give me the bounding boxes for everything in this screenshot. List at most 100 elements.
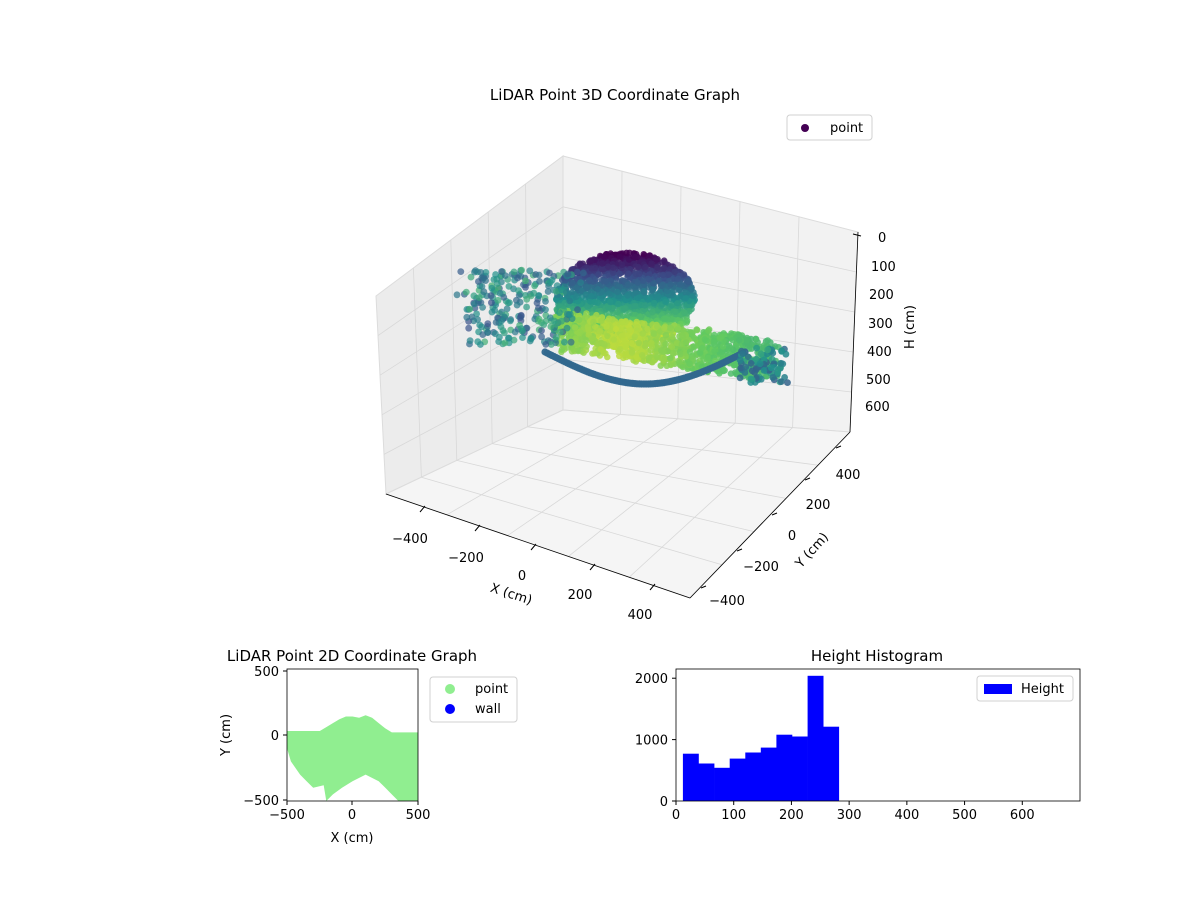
cloud-point: [624, 281, 631, 288]
cloud-point: [564, 270, 572, 278]
cloud-point: [705, 327, 712, 334]
cloud-point: [598, 317, 605, 325]
cloud-point: [522, 277, 529, 285]
x-tick-label: 200: [568, 588, 593, 603]
cloud-point: [659, 281, 666, 289]
cloud-point: [475, 278, 482, 285]
cloud-point: [604, 332, 611, 340]
cloud-point: [580, 269, 587, 277]
cloud-point: [588, 292, 595, 300]
cloud-point: [628, 349, 636, 356]
chart-3d-title: LiDAR Point 3D Coordinate Graph: [490, 86, 740, 104]
cloud-point: [561, 338, 568, 346]
cloud-point: [615, 300, 622, 308]
cloud-point: [563, 289, 570, 296]
legend-2d: point wall: [429, 676, 518, 723]
cloud-point: [571, 324, 579, 331]
cloud-point: [609, 264, 617, 271]
z-tick-label: 200: [869, 288, 894, 303]
cloud-point: [650, 330, 658, 338]
cloud-point: [531, 282, 538, 290]
cloud-point: [470, 292, 478, 300]
x-tick-mark: [530, 543, 537, 551]
x-tick-label: −200: [448, 551, 484, 566]
cloud-point: [641, 320, 648, 327]
cloud-point: [676, 281, 684, 288]
cloud-point: [623, 249, 630, 256]
cloud-point: [583, 337, 590, 344]
grid-line: [527, 426, 819, 466]
cloud-point: [492, 319, 500, 326]
cloud-point: [498, 317, 505, 325]
cloud-point: [604, 263, 612, 270]
cloud-point: [596, 328, 604, 335]
cloud-point: [752, 355, 760, 363]
cloud-point: [573, 268, 581, 276]
cloud-point: [523, 303, 530, 311]
cloud-point: [682, 289, 689, 296]
cloud-point: [736, 356, 744, 364]
cloud-point: [661, 324, 668, 331]
y-tick-label: 500: [254, 665, 279, 680]
cloud-point: [488, 299, 495, 307]
x-tick-label: −500: [269, 808, 305, 823]
z-tick-label: 400: [867, 345, 892, 360]
cloud-point: [530, 289, 538, 297]
cloud-point: [583, 310, 590, 317]
cloud-point: [542, 306, 549, 313]
cloud-point: [645, 354, 652, 362]
grid-line: [421, 476, 723, 566]
cloud-point: [618, 318, 625, 326]
cloud-point: [501, 329, 508, 337]
cloud-point: [753, 344, 760, 352]
y-tick-label: 0: [271, 729, 279, 744]
cloud-point: [614, 308, 621, 316]
cloud-point: [479, 304, 486, 311]
cloud-point: [558, 286, 565, 294]
cloud-point: [517, 325, 525, 332]
cloud-point: [556, 309, 563, 316]
cloud-point: [674, 275, 682, 282]
legend-wall-label: wall: [475, 702, 501, 717]
cloud-point: [764, 346, 772, 354]
cloud-point: [568, 330, 575, 338]
cloud-point: [674, 294, 681, 302]
y-tick-label: 0: [660, 795, 668, 810]
cloud-point: [600, 253, 607, 260]
cloud-point: [585, 326, 592, 333]
cloud-point: [607, 298, 614, 306]
cloud-point: [594, 340, 601, 347]
grid-line: [792, 216, 800, 428]
cloud-point: [552, 333, 560, 341]
cloud-point: [704, 354, 712, 362]
cloud-point: [730, 362, 738, 369]
cloud-point: [649, 309, 656, 316]
histogram-bar: [729, 758, 746, 801]
cloud-point: [488, 284, 496, 292]
y-axis-label-2d: Y (cm): [219, 714, 234, 757]
cloud-point: [576, 261, 583, 268]
x-tick-label: 300: [837, 808, 862, 823]
histogram-title: Height Histogram: [811, 647, 943, 665]
cloud-point: [482, 277, 489, 284]
cloud-point: [635, 339, 642, 347]
point-cloud: [453, 249, 791, 388]
cloud-point: [605, 290, 612, 297]
cloud-point: [685, 278, 692, 285]
grid-line: [628, 427, 793, 578]
cloud-point: [583, 302, 591, 310]
chart-2d-title: LiDAR Point 2D Coordinate Graph: [227, 647, 477, 665]
cloud-point: [669, 333, 676, 340]
cloud-point: [575, 316, 583, 323]
cloud-point: [563, 324, 571, 332]
cloud-point: [666, 266, 674, 273]
cloud-point: [752, 335, 759, 342]
cloud-point: [474, 316, 481, 323]
legend-point-marker: [445, 684, 455, 694]
cloud-point: [471, 268, 478, 276]
cloud-point: [667, 355, 674, 362]
cloud-point: [684, 317, 691, 324]
cloud-point: [642, 263, 649, 271]
cloud-point: [503, 305, 511, 313]
